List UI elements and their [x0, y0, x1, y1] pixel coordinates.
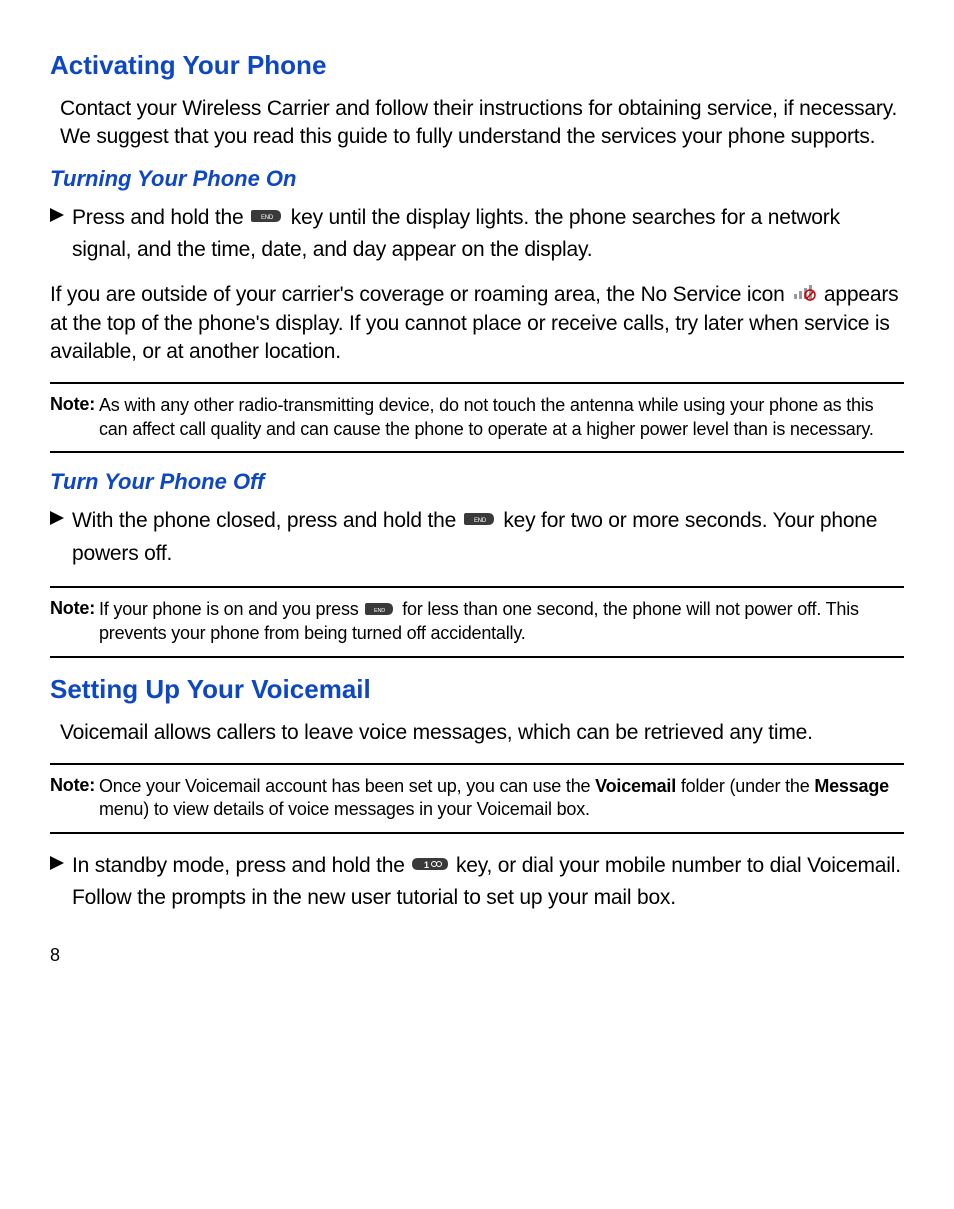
voicemail-intro: Voicemail allows callers to leave voice …: [60, 719, 904, 747]
text-fragment: If you are outside of your carrier's cov…: [50, 283, 790, 306]
arrow-icon: [50, 856, 64, 870]
no-service-paragraph: If you are outside of your carrier's cov…: [50, 281, 904, 366]
bullet-turn-on: Press and hold the END key until the dis…: [50, 202, 904, 267]
text-fragment: If your phone is on and you press: [99, 599, 363, 619]
heading-turn-off: Turn Your Phone Off: [50, 469, 904, 495]
end-key-icon: END: [365, 599, 395, 622]
one-key-icon: 1: [412, 850, 448, 883]
intro-paragraph: Contact your Wireless Carrier and follow…: [60, 95, 904, 152]
bold-voicemail: Voicemail: [595, 776, 676, 796]
note-voicemail-folder: Note: Once your Voicemail account has be…: [50, 763, 904, 834]
arrow-icon: [50, 511, 64, 525]
text-fragment: In standby mode, press and hold the: [72, 854, 410, 877]
heading-turning-on: Turning Your Phone On: [50, 166, 904, 192]
text-fragment: folder (under the: [676, 776, 814, 796]
note-label: Note:: [50, 598, 95, 619]
note-antenna: Note: As with any other radio-transmitti…: [50, 382, 904, 453]
svg-text:END: END: [374, 608, 385, 614]
svg-text:END: END: [261, 215, 274, 221]
end-key-icon: END: [251, 202, 283, 235]
text-fragment: menu) to view details of voice messages …: [99, 799, 590, 819]
note-label: Note:: [50, 394, 95, 415]
arrow-icon: [50, 208, 64, 222]
bullet-voicemail-text: In standby mode, press and hold the 1 ke…: [72, 850, 904, 915]
svg-text:END: END: [474, 518, 487, 524]
note-text: As with any other radio-transmitting dev…: [99, 394, 904, 441]
note-accidental-off: Note: If your phone is on and you press …: [50, 586, 904, 657]
note-text: Once your Voicemail account has been set…: [99, 775, 904, 822]
heading-activating: Activating Your Phone: [50, 50, 904, 81]
bullet-voicemail-setup: In standby mode, press and hold the 1 ke…: [50, 850, 904, 915]
heading-voicemail: Setting Up Your Voicemail: [50, 674, 904, 705]
bullet-turn-on-text: Press and hold the END key until the dis…: [72, 202, 904, 267]
no-service-icon: [792, 281, 816, 309]
page-number: 8: [50, 945, 904, 966]
note-text: If your phone is on and you press END fo…: [99, 598, 904, 645]
text-fragment: Once your Voicemail account has been set…: [99, 776, 595, 796]
end-key-icon: END: [464, 505, 496, 538]
bullet-turn-off: With the phone closed, press and hold th…: [50, 505, 904, 570]
text-fragment: Press and hold the: [72, 206, 249, 229]
bullet-turn-off-text: With the phone closed, press and hold th…: [72, 505, 904, 570]
bold-message: Message: [814, 776, 889, 796]
svg-text:1: 1: [424, 860, 429, 870]
text-fragment: With the phone closed, press and hold th…: [72, 509, 462, 532]
note-label: Note:: [50, 775, 95, 796]
